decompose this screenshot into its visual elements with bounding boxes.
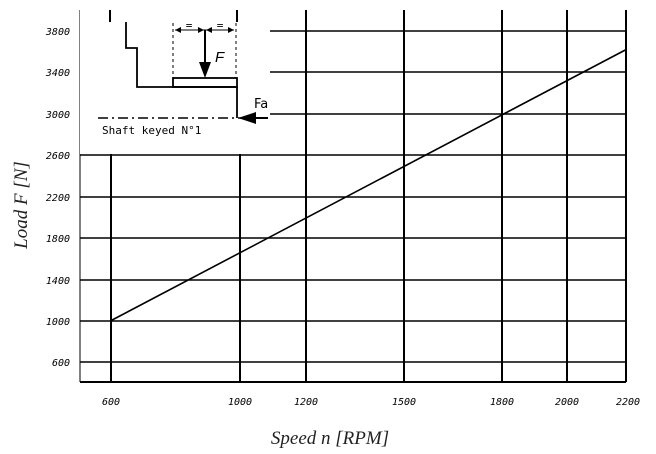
x-tick-label: 1200 xyxy=(294,397,318,408)
y-tick-label: 600 xyxy=(52,358,70,369)
shaft-inset: = = F Fa Shaft keyed N°1 xyxy=(80,10,270,154)
y-tick-label: 3000 xyxy=(45,110,70,121)
y-tick-label: 2200 xyxy=(46,193,70,204)
x-tick-label: 1800 xyxy=(490,397,514,408)
axial-force-arrowhead xyxy=(238,112,256,124)
equal-mark: = xyxy=(186,19,193,32)
y-tick-label: 3800 xyxy=(45,27,70,38)
x-tick-label: 600 xyxy=(102,397,120,408)
inset-background xyxy=(80,10,270,154)
inset-caption: Shaft keyed N°1 xyxy=(102,124,201,137)
x-tick-label: 2000 xyxy=(555,397,579,408)
x-tick-label: 2200 xyxy=(616,397,640,408)
force-label: F xyxy=(215,49,225,66)
axial-force-label: Fa xyxy=(254,97,268,112)
shaft-outline xyxy=(125,22,238,118)
x-axis-title: Speed n [RPM] xyxy=(271,428,389,449)
x-tick-label: 1000 xyxy=(228,397,252,408)
dimension-arrowhead xyxy=(228,27,234,33)
y-axis-title: Load F [N] xyxy=(11,161,32,250)
dimension-arrowhead xyxy=(175,27,181,33)
dimension-arrowhead xyxy=(198,27,204,33)
force-arrowhead xyxy=(199,62,211,78)
y-tick-labels: 3800 3400 3000 2600 2200 1800 1400 1000 … xyxy=(45,27,70,369)
y-tick-label: 1000 xyxy=(46,317,70,328)
equal-mark: = xyxy=(217,19,224,32)
x-tick-label: 1500 xyxy=(392,397,416,408)
y-tick-label: 1400 xyxy=(46,276,70,287)
y-tick-label: 3400 xyxy=(45,68,70,79)
x-tick-labels: 600 1000 1200 1500 1800 2000 2200 xyxy=(102,397,640,408)
dimension-arrowhead xyxy=(206,27,212,33)
y-tick-label: 1800 xyxy=(46,234,70,245)
load-line xyxy=(110,48,627,322)
y-tick-label: 2600 xyxy=(46,151,70,162)
